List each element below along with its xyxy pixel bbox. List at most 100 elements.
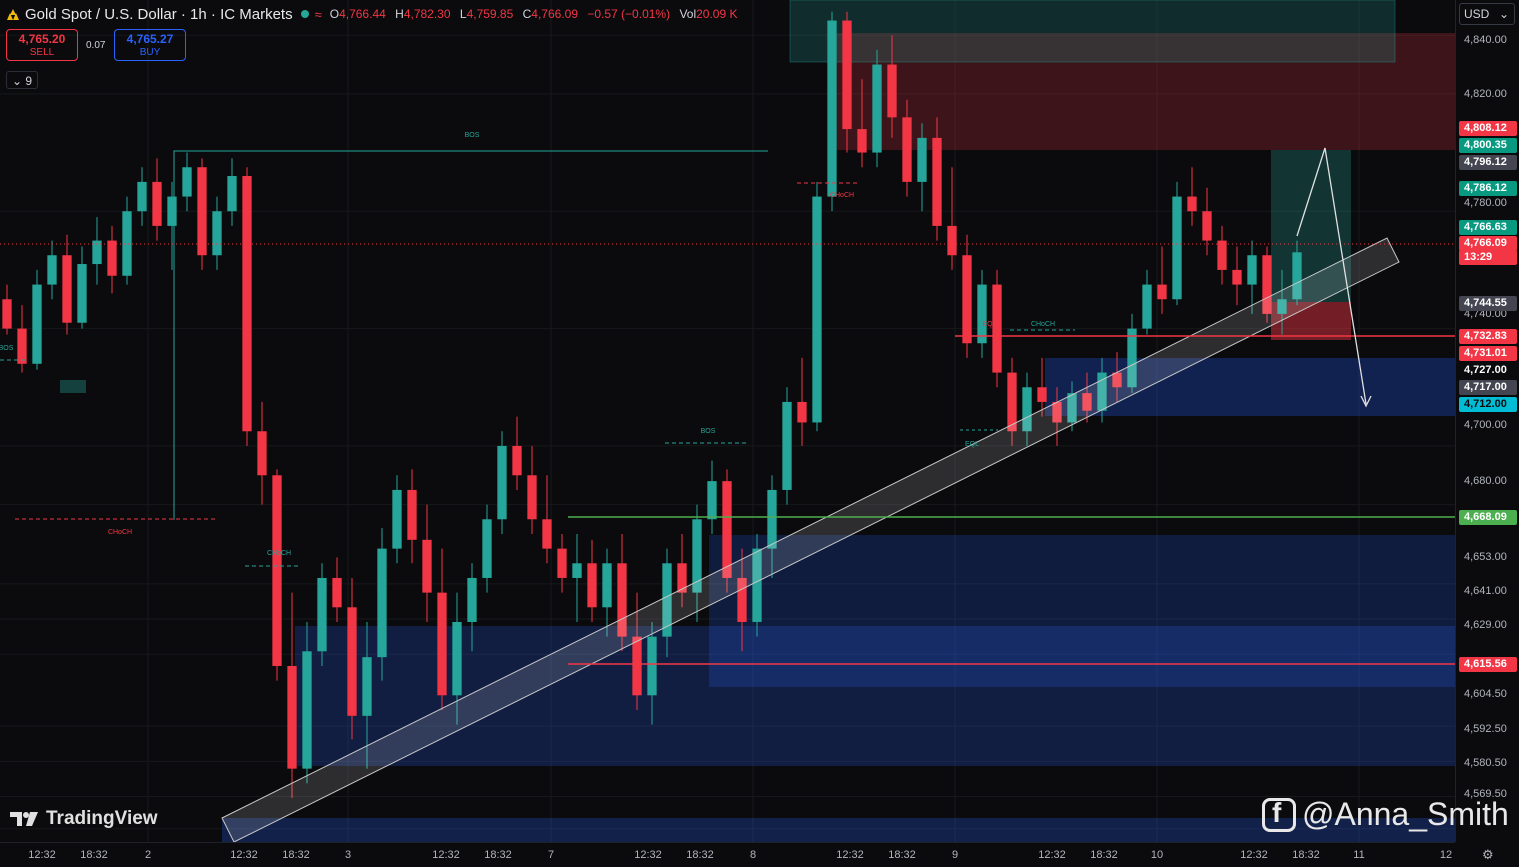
candle-body xyxy=(482,519,492,578)
ascending-channel xyxy=(221,237,1400,842)
time-axis[interactable]: 12:32 18:32 2 12:32 18:32 3 12:32 18:32 7 12:32 18… xyxy=(0,842,1455,867)
candle-body xyxy=(1157,284,1167,300)
settings-icon[interactable]: ⚙ xyxy=(1482,847,1494,862)
open-value: 4,766.44 xyxy=(339,7,386,21)
tradingview-logo[interactable]: TradingView xyxy=(10,808,158,830)
low-key: L xyxy=(459,7,467,21)
annotations: BOS BOS CHoCH CHoCH BOS CHoCH EQH CHoCH EQL xyxy=(0,132,1055,557)
candle-body xyxy=(1292,252,1302,300)
currency-select[interactable]: USD ⌄ xyxy=(1459,3,1515,25)
wave-icon[interactable]: ≈ xyxy=(314,6,322,22)
candle-body xyxy=(917,137,927,182)
currency-value: USD xyxy=(1464,7,1490,21)
time-tick: 12 xyxy=(1439,849,1453,861)
candle-body xyxy=(212,211,222,256)
candle-body xyxy=(1217,240,1227,270)
candle-body xyxy=(902,117,912,182)
candle-body xyxy=(782,401,792,490)
chevron-down-icon: ⌄ xyxy=(1498,7,1509,21)
price-label: 13:29 xyxy=(1459,250,1517,265)
projection-path xyxy=(1296,147,1367,405)
candle-body xyxy=(1082,393,1092,411)
candle-body xyxy=(152,181,162,226)
candle-body xyxy=(257,431,267,476)
candle-body xyxy=(1247,255,1257,285)
structure-label: BOS xyxy=(701,428,716,435)
tv-logo-text: TradingView xyxy=(46,808,158,829)
candle-body xyxy=(1007,372,1017,432)
time-tick: 18:32 xyxy=(888,849,916,861)
price-label: 4,615.56 xyxy=(1459,657,1517,672)
buy-label: BUY xyxy=(139,47,161,58)
time-tick: 12:32 xyxy=(1038,849,1066,861)
candle-body xyxy=(797,401,807,423)
candle-body xyxy=(557,548,567,578)
target-zone xyxy=(789,0,1396,63)
author-watermark: @Anna_Smith xyxy=(1262,796,1509,833)
high-key: H xyxy=(395,7,404,21)
price-tick: 4,569.50 xyxy=(1464,788,1507,800)
structure-label: BOS xyxy=(0,345,14,352)
candle-body xyxy=(17,328,27,364)
market-status-icon[interactable] xyxy=(300,10,309,18)
price-label: 4,727.00 xyxy=(1459,363,1517,378)
candle-body xyxy=(227,176,237,212)
tv-logo-icon xyxy=(10,812,38,826)
price-axis[interactable]: 4,840.00 4,820.00 4,780.00 4,740.00 4,700.00… xyxy=(1455,0,1519,842)
time-tick: 7 xyxy=(547,849,555,861)
author-handle: @Anna_Smith xyxy=(1302,796,1509,832)
sell-price: 4,765.20 xyxy=(18,32,66,46)
symbol-title[interactable]: Gold Spot / U.S. Dollar · 1h · IC Market… xyxy=(25,5,293,23)
high-value: 4,782.30 xyxy=(403,7,451,21)
candle-body xyxy=(2,299,12,329)
candle-body xyxy=(632,636,642,696)
price-tick: 4,580.50 xyxy=(1464,757,1507,769)
time-tick: 18:32 xyxy=(1292,849,1320,861)
close-key: C xyxy=(522,7,532,21)
candle-body xyxy=(1052,401,1062,423)
time-tick: 18:32 xyxy=(80,849,108,861)
candle-body xyxy=(332,577,342,608)
price-tick: 4,629.00 xyxy=(1464,619,1507,631)
candle-body xyxy=(302,651,312,769)
candle-body xyxy=(617,563,627,637)
candle-body xyxy=(392,489,402,549)
price-tick: 4,604.50 xyxy=(1464,688,1507,700)
structure-label: CHoCH xyxy=(1031,321,1055,328)
buy-button[interactable]: 4,765.27 BUY xyxy=(114,29,186,61)
time-tick: 3 xyxy=(344,849,352,861)
price-tick: 4,740.00 xyxy=(1464,308,1507,320)
candle-body xyxy=(1187,196,1197,212)
arrow-head xyxy=(1360,395,1372,408)
candle-body xyxy=(317,577,327,652)
time-tick: 18:32 xyxy=(686,849,714,861)
indicators-toggle[interactable]: ⌄ 9 xyxy=(6,71,38,89)
volume-value: 20.09 K xyxy=(696,7,738,21)
demand-zone xyxy=(295,626,1455,766)
candle-body xyxy=(167,196,177,226)
candle-body xyxy=(512,445,522,476)
candle-body xyxy=(872,64,882,153)
change-value: −0.57 (−0.01%) xyxy=(587,7,671,21)
symbol-header: Gold Spot / U.S. Dollar · 1h · IC Market… xyxy=(6,4,744,24)
facebook-icon xyxy=(1262,797,1296,832)
small-zone xyxy=(60,380,86,393)
candle-body xyxy=(977,284,987,344)
candle-body xyxy=(812,196,822,423)
candle-body xyxy=(347,607,357,716)
plot-area[interactable]: BOS BOS CHoCH CHoCH BOS CHoCH EQH CHoCH EQL xyxy=(0,0,1455,842)
candle-body xyxy=(527,475,537,520)
candle-body xyxy=(542,519,552,549)
time-tick: 12:32 xyxy=(28,849,56,861)
open-key: O xyxy=(329,7,340,21)
candle-body xyxy=(77,264,87,323)
time-tick: 8 xyxy=(749,849,757,861)
candle-body xyxy=(1097,372,1107,411)
candle-body xyxy=(767,489,777,549)
candle-body xyxy=(932,137,942,226)
candle-body xyxy=(1037,387,1047,402)
candle-body xyxy=(437,592,447,696)
candle-body xyxy=(107,240,117,276)
sell-button[interactable]: 4,765.20 SELL xyxy=(6,29,78,61)
candle-body xyxy=(857,129,867,153)
